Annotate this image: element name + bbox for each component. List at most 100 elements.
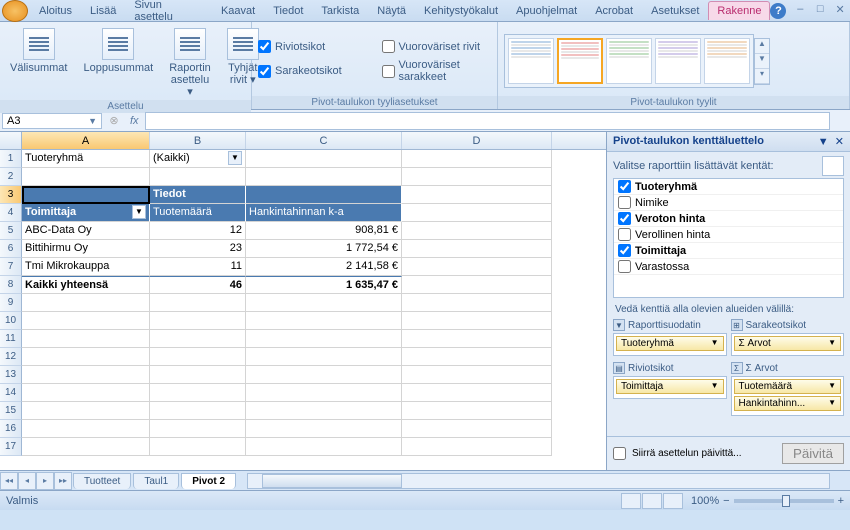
cell[interactable]: 1 772,54 € <box>246 240 402 258</box>
zone-item[interactable]: Toimittaja▼ <box>616 379 724 394</box>
row-header[interactable]: 3 <box>0 186 22 204</box>
window-button[interactable]: – <box>791 3 809 19</box>
tab-nav-prev[interactable]: ◂ <box>18 472 36 490</box>
cell[interactable] <box>246 420 402 438</box>
cell[interactable] <box>22 420 150 438</box>
cell[interactable] <box>246 348 402 366</box>
field-item[interactable]: Tuoteryhmä <box>614 179 843 195</box>
column-header[interactable]: B <box>150 132 246 149</box>
view-normal[interactable] <box>621 493 641 509</box>
style-checkbox[interactable]: Sarakeotsikot <box>258 59 368 83</box>
style-thumb[interactable] <box>655 38 701 84</box>
cell[interactable] <box>246 294 402 312</box>
zoom-in[interactable]: + <box>838 495 844 507</box>
ribbon-tab[interactable]: Kaavat <box>212 1 264 21</box>
cell[interactable] <box>402 168 552 186</box>
ribbon-tab[interactable]: Aloitus <box>30 1 81 21</box>
drop-zone-cols[interactable]: ⊞SarakeotsikotΣ Arvot▼ <box>731 317 845 356</box>
cell[interactable] <box>22 366 150 384</box>
row-header[interactable]: 1 <box>0 150 22 168</box>
cell[interactable] <box>402 222 552 240</box>
cell[interactable] <box>150 366 246 384</box>
row-header[interactable]: 11 <box>0 330 22 348</box>
cell[interactable] <box>22 294 150 312</box>
cell[interactable]: Toimittaja▼ <box>22 204 150 222</box>
cell[interactable] <box>22 348 150 366</box>
cell[interactable] <box>150 420 246 438</box>
ribbon-tab[interactable]: Asetukset <box>642 1 708 21</box>
cell[interactable] <box>246 150 402 168</box>
zoom-out[interactable]: − <box>723 495 729 507</box>
cell[interactable] <box>246 168 402 186</box>
formula-input[interactable] <box>145 112 830 130</box>
view-layout[interactable] <box>642 493 662 509</box>
column-header[interactable]: A <box>22 132 150 149</box>
cell[interactable] <box>246 402 402 420</box>
style-checkbox[interactable]: Riviotsikot <box>258 40 368 53</box>
style-checkbox[interactable]: Vuoroväriset sarakkeet <box>382 59 492 83</box>
ribbon-tab[interactable]: Apuohjelmat <box>507 1 586 21</box>
cell[interactable] <box>150 330 246 348</box>
cell[interactable]: Bittihirmu Oy <box>22 240 150 258</box>
cell[interactable] <box>246 438 402 456</box>
defer-checkbox[interactable] <box>613 447 626 460</box>
field-item[interactable]: Verollinen hinta <box>614 227 843 243</box>
zone-item[interactable]: Σ Arvot▼ <box>734 336 842 351</box>
field-item[interactable]: Nimike <box>614 195 843 211</box>
tab-nav-last[interactable]: ▸▸ <box>54 472 72 490</box>
cell[interactable]: 2 141,58 € <box>246 258 402 276</box>
gallery-nav[interactable]: ▲▼▾ <box>754 38 770 85</box>
cell[interactable] <box>402 384 552 402</box>
cell[interactable]: 23 <box>150 240 246 258</box>
row-header[interactable]: 9 <box>0 294 22 312</box>
ribbon-tab[interactable]: Acrobat <box>586 1 642 21</box>
view-break[interactable] <box>663 493 683 509</box>
row-header[interactable]: 10 <box>0 312 22 330</box>
worksheet[interactable]: ABCD 1Tuoteryhmä(Kaikki)▼23Tiedot4Toimit… <box>0 132 606 470</box>
cell[interactable] <box>22 168 150 186</box>
cell[interactable] <box>22 186 150 204</box>
cell[interactable] <box>402 204 552 222</box>
drop-zone-rows[interactable]: ▤RiviotsikotToimittaja▼ <box>613 360 727 416</box>
ribbon-tab[interactable]: Lisää <box>81 1 125 21</box>
fx-button[interactable]: fx <box>124 115 145 127</box>
cell[interactable] <box>402 150 552 168</box>
cell[interactable] <box>150 438 246 456</box>
row-header[interactable]: 4 <box>0 204 22 222</box>
cell[interactable] <box>402 348 552 366</box>
fx-cancel[interactable]: ⊗ <box>104 114 124 127</box>
cell[interactable]: 11 <box>150 258 246 276</box>
cell[interactable] <box>402 258 552 276</box>
row-header[interactable]: 13 <box>0 366 22 384</box>
cell[interactable] <box>150 402 246 420</box>
cell[interactable]: 1 635,47 € <box>246 276 402 294</box>
cell[interactable]: 12 <box>150 222 246 240</box>
zone-item[interactable]: Tuoteryhmä▼ <box>616 336 724 351</box>
cell[interactable] <box>402 330 552 348</box>
row-header[interactable]: 14 <box>0 384 22 402</box>
cell[interactable] <box>150 348 246 366</box>
cell[interactable]: Tmi Mikrokauppa <box>22 258 150 276</box>
cell[interactable] <box>150 294 246 312</box>
ribbon-tab[interactable]: Tiedot <box>264 1 312 21</box>
tab-nav-next[interactable]: ▸ <box>36 472 54 490</box>
row-header[interactable]: 12 <box>0 348 22 366</box>
help-icon[interactable]: ? <box>770 3 786 19</box>
cell[interactable] <box>402 312 552 330</box>
ribbon-button[interactable]: Loppusummat <box>79 26 157 76</box>
cell[interactable] <box>150 384 246 402</box>
cell[interactable]: (Kaikki)▼ <box>150 150 246 168</box>
update-button[interactable]: Päivitä <box>782 443 844 464</box>
select-all-corner[interactable] <box>0 132 22 149</box>
sheet-tab[interactable]: Taul1 <box>133 473 179 489</box>
office-button[interactable] <box>2 0 28 22</box>
cell[interactable]: Tuotemäärä <box>150 204 246 222</box>
layout-button[interactable] <box>822 156 844 176</box>
zone-item[interactable]: Hankintahinn...▼ <box>734 396 842 411</box>
field-item[interactable]: Veroton hinta <box>614 211 843 227</box>
tab-nav-first[interactable]: ◂◂ <box>0 472 18 490</box>
cell[interactable] <box>246 186 402 204</box>
cell[interactable] <box>246 366 402 384</box>
horizontal-scrollbar[interactable] <box>247 473 830 489</box>
window-button[interactable]: □ <box>811 3 829 19</box>
